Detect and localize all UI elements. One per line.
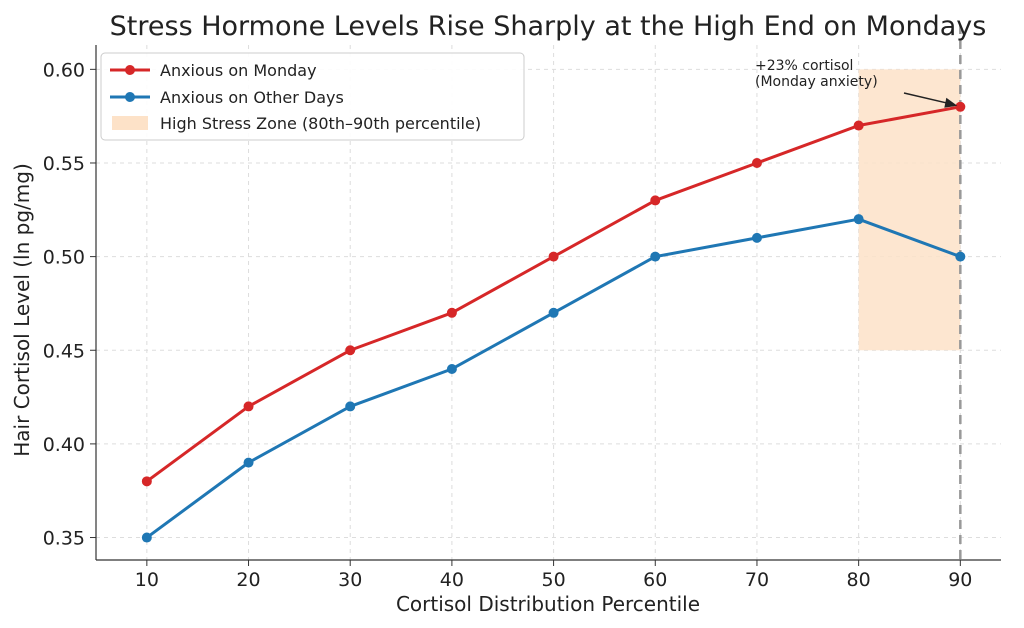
data-point-monday xyxy=(345,345,356,356)
data-point-other-days xyxy=(141,532,152,543)
series xyxy=(141,101,966,543)
legend-marker-monday xyxy=(125,65,135,75)
data-point-other-days xyxy=(446,363,457,374)
annotation-line-2: (Monday anxiety) xyxy=(755,74,878,90)
legend: Anxious on Monday Anxious on Other Days … xyxy=(100,52,525,141)
legend-label-high-stress: High Stress Zone (80th–90th percentile) xyxy=(160,114,481,133)
annotation-arrow-shaft xyxy=(903,92,951,105)
legend-label-monday: Anxious on Monday xyxy=(160,61,317,80)
series-line-other-days xyxy=(145,217,962,540)
legend-item-other-days: Anxious on Other Days xyxy=(110,88,344,107)
data-point-other-days xyxy=(853,214,864,225)
x-tick-label: 90 xyxy=(948,569,972,591)
x-tick-label: 50 xyxy=(541,569,565,591)
data-point-monday xyxy=(548,251,559,262)
legend-marker-other-days xyxy=(125,92,135,102)
data-point-other-days xyxy=(955,251,966,262)
annotation: +23% cortisol (Monday anxiety) xyxy=(755,58,958,108)
chart-title: Stress Hormone Levels Rise Sharply at th… xyxy=(110,11,987,42)
x-tick-label: 80 xyxy=(847,569,871,591)
high-stress-zone-rect xyxy=(858,69,961,351)
high-stress-zone xyxy=(858,69,961,351)
y-tick-label: 0.60 xyxy=(43,59,85,81)
y-axis-label: Hair Cortisol Level (ln pg/mg) xyxy=(10,163,34,456)
data-point-other-days xyxy=(751,232,762,243)
data-point-other-days xyxy=(650,251,661,262)
annotation-line-1: +23% cortisol xyxy=(755,58,853,74)
x-tick-label: 40 xyxy=(440,569,464,591)
x-tick-label: 20 xyxy=(236,569,260,591)
x-tick-label: 60 xyxy=(643,569,667,591)
x-tick-label: 70 xyxy=(745,569,769,591)
y-tick-label: 0.45 xyxy=(43,340,85,362)
axes: 10 20 30 40 50 60 70 80 90 0.35 0.40 0.45 0.50 0.55 0.… xyxy=(43,45,1001,591)
legend-item-high-stress: High Stress Zone (80th–90th percentile) xyxy=(112,114,481,133)
data-point-other-days xyxy=(345,401,356,412)
data-point-monday xyxy=(853,120,864,131)
x-tick-label: 30 xyxy=(338,569,362,591)
data-point-monday xyxy=(751,157,762,168)
y-tick-label: 0.35 xyxy=(43,528,85,550)
data-point-monday xyxy=(141,476,152,487)
y-tick-label: 0.50 xyxy=(43,247,85,269)
legend-item-monday: Anxious on Monday xyxy=(110,61,317,80)
data-point-monday xyxy=(650,195,661,206)
data-point-other-days xyxy=(548,307,559,318)
legend-label-other-days: Anxious on Other Days xyxy=(160,88,344,107)
legend-swatch-high-stress xyxy=(112,116,148,130)
x-axis-label: Cortisol Distribution Percentile xyxy=(396,592,700,616)
legend-box xyxy=(100,52,525,141)
data-point-monday xyxy=(243,401,254,412)
data-point-monday xyxy=(446,307,457,318)
annotation-arrow-head xyxy=(944,97,958,108)
x-tick-label: 10 xyxy=(135,569,159,591)
data-point-other-days xyxy=(243,457,254,468)
y-tick-label: 0.40 xyxy=(43,434,85,456)
data-point-monday xyxy=(955,101,966,112)
y-tick-label: 0.55 xyxy=(43,153,85,175)
